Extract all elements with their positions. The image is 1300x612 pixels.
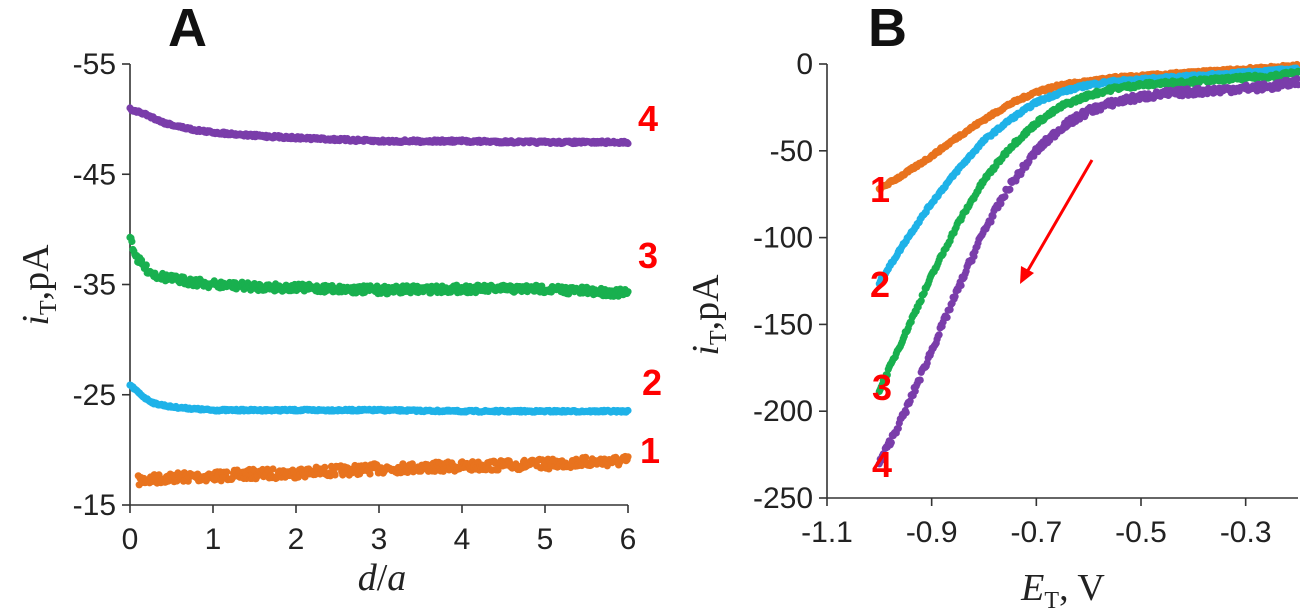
data-point — [1001, 193, 1009, 201]
data-point — [883, 371, 891, 379]
x-tick-label: 3 — [371, 523, 388, 556]
panel-b-y-label: iT,pA — [685, 274, 732, 356]
x-tick-label: -0.7 — [1010, 516, 1062, 549]
sweep-direction-arrowhead — [1020, 266, 1034, 284]
panel-a-y-label: iT,pA — [15, 244, 62, 326]
data-point — [894, 424, 902, 433]
data-point — [366, 470, 374, 478]
y-tick-label: -50 — [770, 135, 813, 168]
series-4 — [126, 104, 632, 148]
data-point — [916, 376, 924, 384]
data-point — [128, 237, 136, 246]
data-point — [1294, 67, 1300, 75]
x-tick-label: 5 — [537, 523, 554, 556]
data-point — [1294, 81, 1300, 89]
data-point — [624, 139, 632, 148]
panel-a-x-ticks: 0 1 2 3 4 5 6 — [122, 505, 637, 556]
curve-label-3: 3 — [872, 367, 892, 408]
data-point — [142, 261, 150, 269]
data-point — [989, 212, 997, 220]
panel-b-letter: B — [868, 0, 907, 58]
x-tick-label: -0.9 — [906, 516, 958, 549]
sweep-direction-arrow — [1025, 159, 1094, 273]
panel-b-plot: 0 -50 -100 -150 -200 -250 -1.1 -0.9 -0.7 -0.5 -0.… — [685, 48, 1300, 612]
y-tick-label: -200 — [753, 395, 813, 428]
y-tick-label: 0 — [796, 48, 813, 81]
panel-b-x-ticks: -1.1 -0.9 -0.7 -0.5 -0.3 — [801, 498, 1272, 549]
y-tick-label: -150 — [753, 308, 813, 341]
data-point — [624, 406, 632, 415]
x-tick-label: 1 — [205, 523, 222, 556]
panel-a-letter: A — [168, 0, 207, 58]
x-tick-label: -0.5 — [1115, 516, 1167, 549]
data-point — [331, 471, 339, 479]
panel-a-x-label: d/a — [358, 557, 407, 599]
data-point — [943, 313, 951, 321]
series-4 — [875, 75, 1300, 468]
series-1 — [134, 452, 632, 489]
curve-label-3: 3 — [638, 235, 658, 276]
data-point — [1006, 185, 1014, 193]
y-tick-label: -55 — [73, 48, 116, 81]
y-tick-label: -35 — [73, 269, 116, 302]
y-tick-label: -25 — [73, 379, 116, 412]
y-tick-label: -100 — [753, 222, 813, 255]
panel-b-curve-labels: 1 2 3 4 — [870, 169, 892, 485]
data-point — [902, 409, 910, 417]
data-point — [624, 288, 632, 296]
data-point — [917, 297, 925, 305]
data-point — [582, 453, 590, 461]
panel-a-series — [126, 104, 632, 489]
y-tick-label: -45 — [73, 158, 116, 191]
data-point — [223, 468, 231, 476]
data-point — [887, 439, 895, 447]
data-point — [269, 465, 277, 473]
data-point — [1293, 75, 1300, 83]
panel-a-curve-labels: 1 2 3 4 — [638, 98, 662, 471]
panel-b-y-ticks: 0 -50 -100 -150 -200 -250 — [753, 48, 827, 515]
curve-label-4: 4 — [872, 444, 892, 485]
data-point — [494, 466, 502, 474]
curve-label-2: 2 — [642, 362, 662, 403]
x-tick-label: -0.3 — [1220, 516, 1272, 549]
data-point — [321, 463, 329, 471]
panel-b-series — [875, 60, 1300, 468]
panel-a-y-ticks: -15 -25 -35 -45 -55 — [73, 48, 130, 522]
data-point — [538, 282, 546, 290]
x-tick-label: 0 — [122, 523, 139, 556]
data-point — [997, 200, 1005, 208]
data-point — [987, 218, 995, 226]
data-point — [957, 281, 965, 290]
data-point — [624, 453, 632, 461]
curve-label-1: 1 — [870, 169, 890, 210]
curve-label-1: 1 — [640, 430, 660, 471]
series-2 — [126, 381, 632, 416]
y-tick-label: -250 — [753, 482, 813, 515]
curve-label-4: 4 — [638, 98, 658, 139]
x-tick-label: 4 — [454, 523, 471, 556]
panel-a-plot: -15 -25 -35 -45 -55 0 1 2 3 4 5 6 1 2 3 4 d/a iT,pA — [15, 48, 662, 599]
x-tick-label: 6 — [620, 523, 637, 556]
series-3 — [875, 67, 1300, 395]
y-tick-label: -15 — [73, 489, 116, 522]
series-3 — [126, 233, 632, 300]
x-tick-label: 2 — [288, 523, 305, 556]
curve-label-2: 2 — [870, 264, 890, 305]
data-point — [935, 331, 943, 339]
x-tick-label: -1.1 — [801, 516, 853, 549]
panel-b-x-label: ET, V — [1020, 567, 1105, 612]
data-point — [880, 451, 888, 459]
data-point — [906, 397, 914, 405]
